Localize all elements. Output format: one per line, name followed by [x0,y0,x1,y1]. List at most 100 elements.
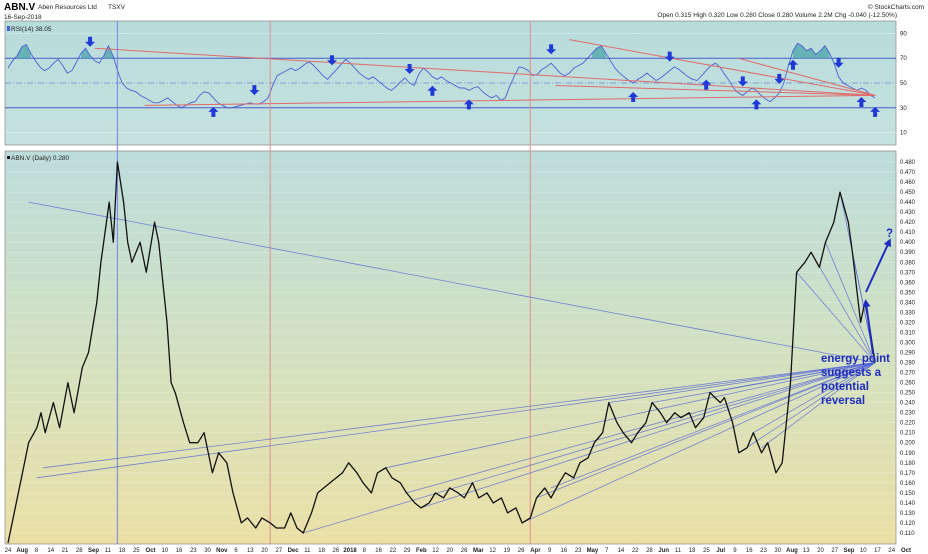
price-tick-label: 0.210 [900,431,916,437]
x-tick-label: 27 [831,548,838,554]
fan-trendline [761,362,876,449]
x-tick-label: 12 [432,548,439,554]
down-arrow-shape [833,57,844,68]
price-tick-label: 0.310 [900,330,916,336]
rsi-trendlines [94,39,876,106]
price-tick-label: 0.230 [900,411,916,417]
rsi-overbought-area [17,44,31,59]
x-tick-label: 30 [204,548,211,554]
up-arrow-shape [788,59,798,70]
x-tick-label: 16 [176,548,183,554]
rsi-axis-ticks: 90 70 50 30 10 [900,31,907,136]
price-tick-label: 0.450 [900,190,916,196]
rsi-overbought-area [592,45,606,59]
rsi-tick-label: 90 [900,31,907,37]
quote-summary: Open 0.315 High 0.320 Low 0.280 Close 0.… [657,12,897,19]
x-tick-label: 9 [733,548,737,554]
rsi-tick-label: 70 [900,56,907,62]
price-tick-label: 0.300 [900,340,916,346]
down-arrow-shape [774,73,785,84]
x-tick-label: 21 [62,548,69,554]
price-tick-label: 0.220 [900,421,916,427]
price-tick-label: 0.400 [900,240,916,246]
up-arrow-icon [427,85,438,96]
price-tick-label: 0.370 [900,270,916,276]
down-arrow-icon [546,44,557,55]
rsi-overbought-area [81,48,91,59]
price-series-label: ABN.V (Daily) 0.280 [11,155,70,162]
down-arrow-icon [404,64,415,74]
down-arrow-shape [85,36,96,47]
up-arrow-icon [463,99,474,110]
price-tick-label: 0.440 [900,200,916,206]
up-arrow-shape [427,85,438,96]
rsi-label: RSI(14) 38.05 [11,26,52,33]
x-tick-label: 26 [332,548,339,554]
fan-trendline [608,362,876,404]
price-tick-label: 0.280 [900,361,916,367]
fan-trendline [796,272,876,363]
x-tick-label: Sep [843,548,854,554]
price-tick-label: 0.380 [900,260,916,266]
price-tick-label: 0.240 [900,401,916,407]
x-tick-label: Feb [416,548,427,554]
price-tick-label: 0.250 [900,391,916,397]
fan-trendline [550,362,876,489]
x-tick-label: 18 [689,548,696,554]
rsi-trendline [555,84,876,96]
rsi-overbought-area [103,45,113,59]
fan-trendline [825,242,876,363]
x-tick-label: 10 [161,548,168,554]
down-arrow-shape [546,44,557,55]
fan-trendline [303,362,876,534]
price-tick-label: 0.330 [900,310,916,316]
down-arrow-shape [249,85,260,96]
x-tick-label: Jun [658,548,669,554]
price-tick-label: 0.410 [900,230,916,236]
annotation-line-1: energy point [821,353,890,365]
x-tick-label: 27 [275,548,282,554]
rsi-overbought-area [793,43,830,59]
trendline-fan [28,192,876,534]
rsi-tick-label: 50 [900,81,907,87]
x-tick-label: Aug [786,548,798,554]
x-axis-ticks: 24 Aug 8 14 21 28 Sep 11 18 25 Oct 10 16 23 30 Nov 6 13 20… [5,548,911,554]
x-tick-label: 16 [746,548,753,554]
x-tick-label: Oct [901,548,911,554]
price-tick-label: 0.190 [900,451,916,457]
price-tick-label: 0.260 [900,381,916,387]
x-tick-label: 7 [605,548,609,554]
price-tick-label: 0.170 [900,471,916,477]
chart-date: 16-Sep-2018 [4,14,42,21]
up-arrow-shape [701,79,712,90]
down-arrow-icon [85,36,96,47]
rsi-overbought-fills [17,43,830,59]
down-arrow-icon [249,85,260,96]
up-arrow-icon [788,59,798,70]
price-tick-label: 0.390 [900,250,916,256]
price-tick-label: 0.180 [900,461,916,467]
fan-trendline [738,362,876,454]
x-tick-label: 2018 [343,548,357,554]
x-tick-label: 23 [190,548,197,554]
x-tick-label: 28 [76,548,83,554]
fan-trendline [28,201,876,363]
x-tick-label: 20 [447,548,454,554]
x-tick-label: 14 [47,548,54,554]
x-tick-label: Nov [216,548,228,554]
x-tick-label: Aug [16,548,28,554]
reversal-arrow-down [862,299,874,355]
x-tick-label: 13 [803,548,810,554]
price-tick-label: 0.320 [900,320,916,326]
up-arrow-shape [870,106,881,117]
down-arrow-icon [664,51,675,62]
x-tick-label: 22 [632,548,639,554]
rsi-trendline [94,47,876,96]
down-arrow-icon [737,76,748,87]
x-tick-label: 23 [575,548,582,554]
rsi-trendline [144,94,876,106]
fan-trendline [420,362,876,509]
rsi-legend-swatch [7,26,10,31]
down-arrow-icon [774,73,785,84]
price-tick-label: 0.120 [900,521,916,527]
